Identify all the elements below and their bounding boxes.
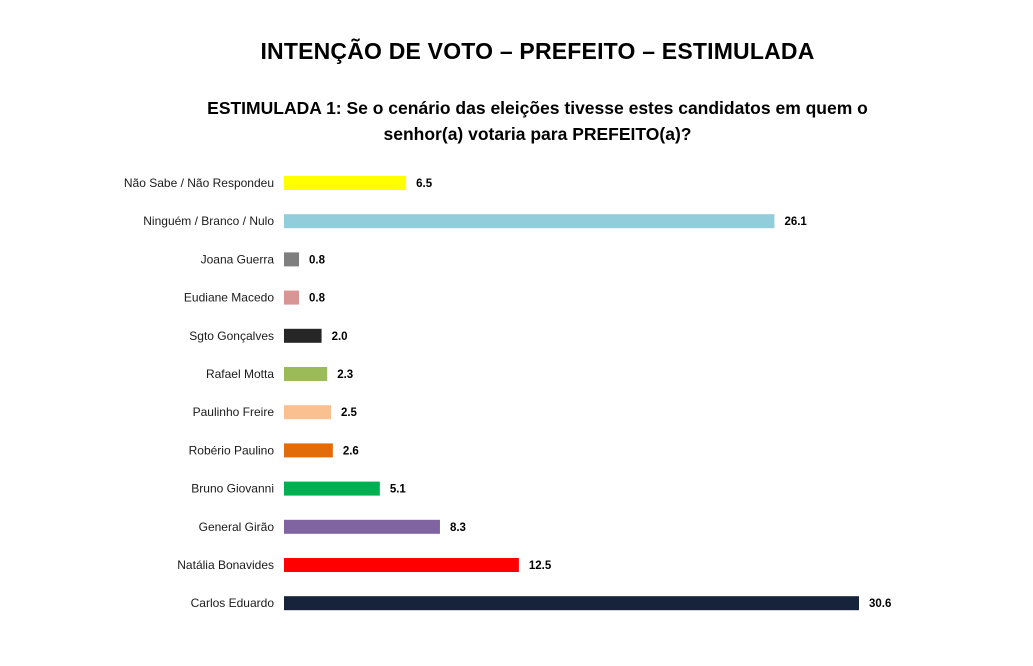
category-label: Carlos Eduardo <box>191 596 275 610</box>
bar <box>284 176 407 190</box>
category-label: General Girão <box>199 520 275 534</box>
category-label: Não Sabe / Não Respondeu <box>124 176 274 190</box>
value-label: 8.3 <box>450 522 466 534</box>
value-label: 0.8 <box>309 254 326 266</box>
category-label: Ninguém / Branco / Nulo <box>143 214 274 228</box>
bar <box>284 481 380 496</box>
value-label: 2.3 <box>337 369 353 381</box>
category-label: Robério Paulino <box>189 443 275 457</box>
bar <box>284 290 300 305</box>
bar <box>284 443 333 458</box>
bar <box>284 252 300 267</box>
category-label: Sgto Gonçalves <box>189 329 274 343</box>
category-label: Joana Guerra <box>201 252 275 266</box>
category-label: Rafael Motta <box>206 367 274 381</box>
value-label: 5.1 <box>390 484 407 496</box>
value-label: 30.6 <box>869 598 891 610</box>
bar <box>284 214 775 229</box>
bar <box>284 558 519 572</box>
value-label: 6.5 <box>416 178 433 190</box>
category-label: Eudiane Macedo <box>184 291 274 305</box>
bar <box>284 596 859 611</box>
bar <box>284 405 331 420</box>
page-title: INTENÇÃO DE VOTO – PREFEITO – ESTIMULADA <box>260 38 815 64</box>
category-label: Bruno Giovanni <box>191 482 274 496</box>
category-label: Natália Bonavides <box>177 558 274 572</box>
bar <box>284 519 440 534</box>
category-label: Paulinho Freire <box>193 405 275 419</box>
chart-subtitle: ESTIMULADA 1: Se o cenário das eleições … <box>207 98 868 144</box>
value-label: 2.0 <box>332 331 348 343</box>
value-label: 26.1 <box>784 216 807 228</box>
bar <box>284 328 322 343</box>
value-label: 12.5 <box>529 560 552 572</box>
value-label: 2.6 <box>343 445 359 457</box>
value-label: 2.5 <box>341 407 358 419</box>
bar <box>284 367 328 381</box>
value-label: 0.8 <box>309 293 326 305</box>
